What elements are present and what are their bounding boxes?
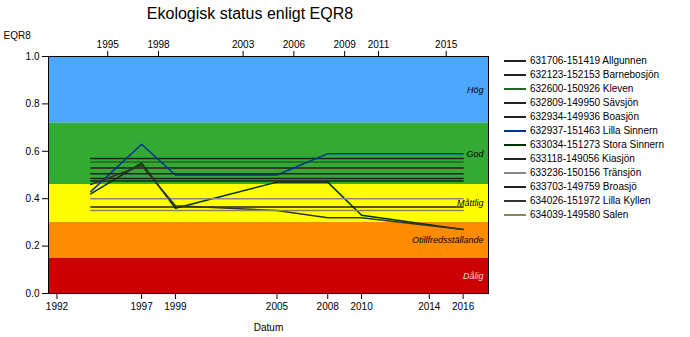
svg-text:0.0: 0.0 bbox=[26, 288, 40, 299]
svg-text:1997: 1997 bbox=[130, 301, 153, 312]
svg-text:1995: 1995 bbox=[97, 39, 120, 50]
svg-text:0.4: 0.4 bbox=[26, 193, 40, 204]
svg-text:2008: 2008 bbox=[317, 301, 340, 312]
html-text:632123-152153 Barnebosjön: 632123-152153 Barnebosjön bbox=[530, 69, 659, 80]
html-text:632934-149936 Boasjön: 632934-149936 Boasjön bbox=[530, 111, 639, 122]
svg-text:Otillfredsställande: Otillfredsställande bbox=[412, 235, 484, 245]
svg-text:2011: 2011 bbox=[368, 39, 390, 50]
svg-text:0.2: 0.2 bbox=[26, 240, 40, 251]
html-text:631706-151419 Allgunnen: 631706-151419 Allgunnen bbox=[530, 55, 647, 66]
html-text:633034-151273 Stora Sinnern: 633034-151273 Stora Sinnern bbox=[530, 139, 664, 150]
html-text:632937-151463 Lilla Sinnern: 632937-151463 Lilla Sinnern bbox=[530, 125, 658, 136]
svg-text:Dålig: Dålig bbox=[463, 271, 484, 281]
svg-text:Måttlig: Måttlig bbox=[457, 198, 484, 208]
svg-text:2003: 2003 bbox=[232, 39, 255, 50]
svg-text:Hög: Hög bbox=[467, 85, 484, 95]
html-text:633703-149759 Broasjö: 633703-149759 Broasjö bbox=[530, 181, 637, 192]
svg-text:0.6: 0.6 bbox=[26, 146, 40, 157]
svg-text:2014: 2014 bbox=[418, 301, 441, 312]
svg-text:1999: 1999 bbox=[164, 301, 187, 312]
html-text:633118-149056 Kiasjön: 633118-149056 Kiasjön bbox=[530, 153, 635, 164]
svg-text:1992: 1992 bbox=[46, 301, 69, 312]
svg-text:0.8: 0.8 bbox=[26, 98, 40, 109]
svg-text:2015: 2015 bbox=[435, 39, 458, 50]
svg-text:2009: 2009 bbox=[334, 39, 357, 50]
svg-text:2010: 2010 bbox=[350, 301, 373, 312]
svg-text:1.0: 1.0 bbox=[26, 51, 40, 62]
svg-text:2005: 2005 bbox=[266, 301, 289, 312]
html-text:632809-149950 Sävsjön: 632809-149950 Sävsjön bbox=[530, 97, 639, 108]
html-text:633236-150156 Tränsjön: 633236-150156 Tränsjön bbox=[530, 167, 642, 178]
svg-text:2016: 2016 bbox=[452, 301, 475, 312]
html-text:634039-149580 Salen: 634039-149580 Salen bbox=[530, 209, 629, 220]
svg-text:EQR8: EQR8 bbox=[4, 30, 32, 41]
svg-text:1998: 1998 bbox=[147, 39, 170, 50]
html-text:634026-151972 Lilla Kyllen: 634026-151972 Lilla Kyllen bbox=[530, 195, 651, 206]
svg-text:God: God bbox=[466, 149, 484, 159]
html-text:632600-150926 Kleven: 632600-150926 Kleven bbox=[530, 83, 634, 94]
html-text:Ekologisk status enligt EQR8: Ekologisk status enligt EQR8 bbox=[146, 5, 354, 22]
svg-text:Datum: Datum bbox=[254, 322, 283, 333]
svg-text:2006: 2006 bbox=[283, 39, 306, 50]
